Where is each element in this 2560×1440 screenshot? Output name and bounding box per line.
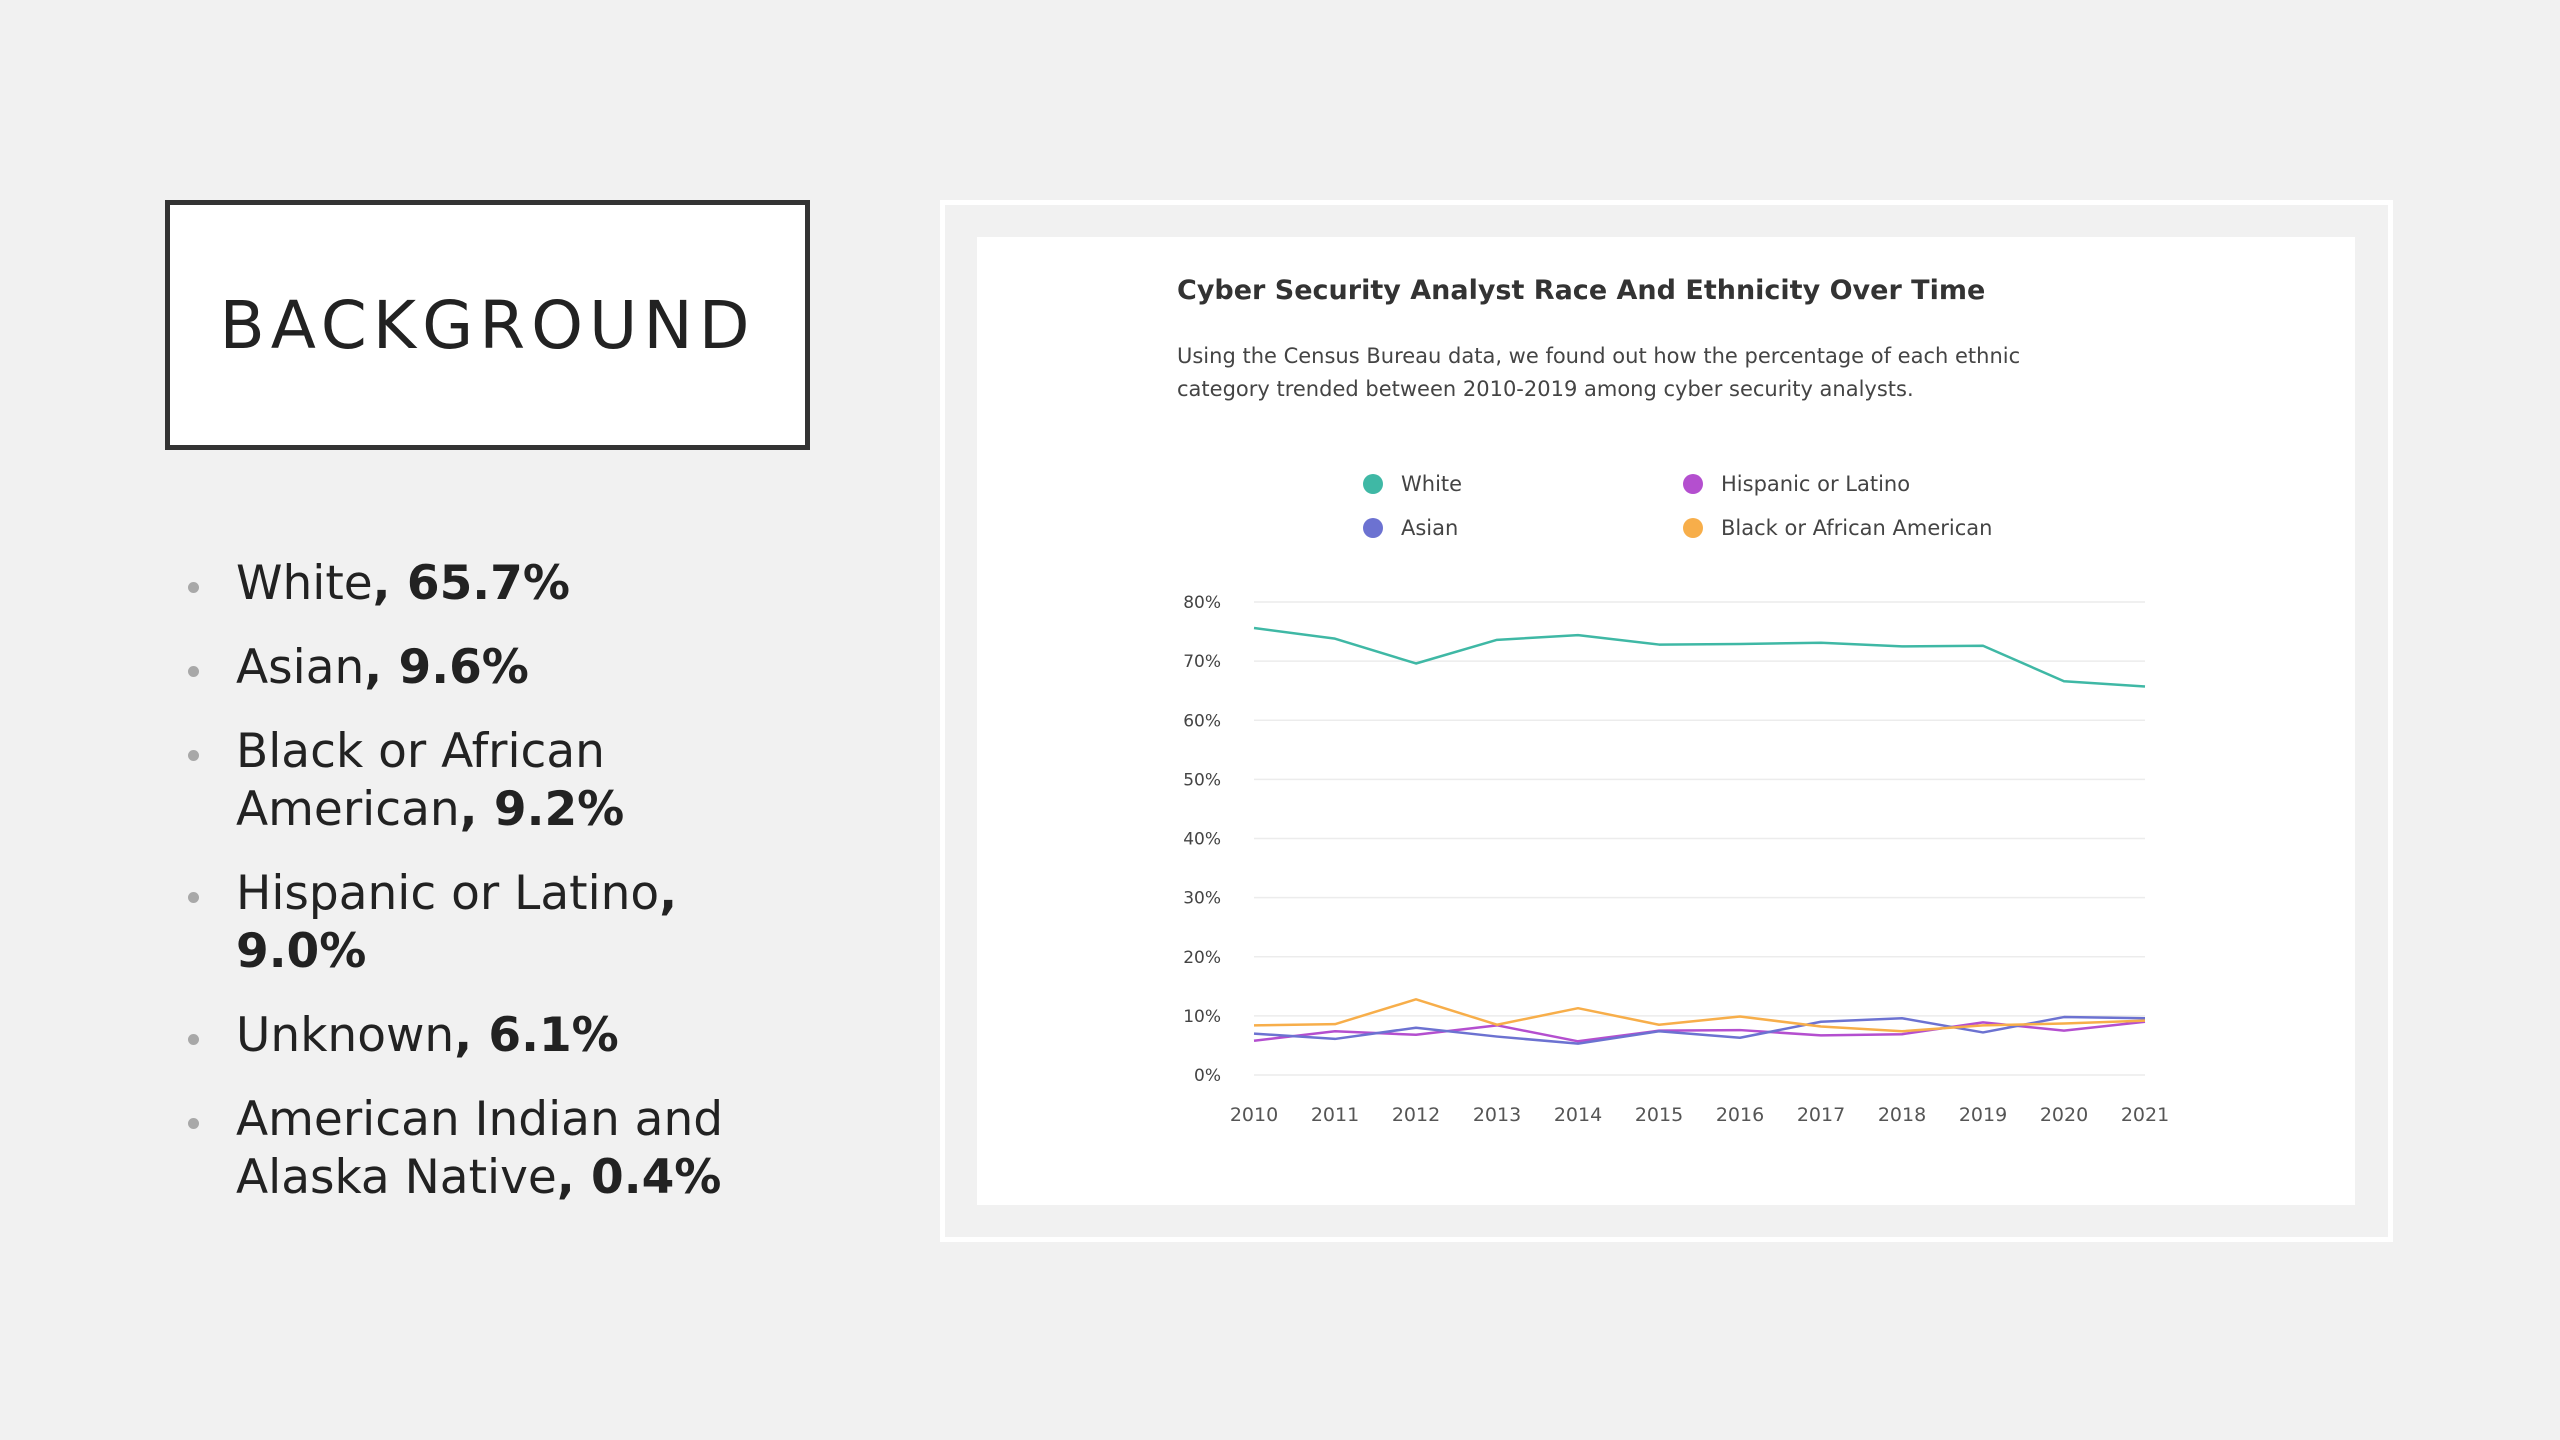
legend-label-hispanic: Hispanic or Latino	[1721, 472, 1911, 496]
series-line-hispanic-or-latino	[1253, 1020, 2146, 1043]
bullet-value: , 9.2%	[459, 782, 625, 837]
series-line-asian	[1253, 1015, 2146, 1045]
y-tick-label: 50%	[1183, 770, 1221, 790]
x-tick-label: 2019	[1959, 1104, 2007, 1126]
y-tick-label: 70%	[1183, 652, 1221, 672]
y-tick-label: 0%	[1194, 1066, 1221, 1086]
series-line-black-or-african-american	[1253, 998, 2146, 1033]
bullet-value: , 9.6%	[364, 640, 529, 695]
slide-title-box: BACKGROUND	[165, 200, 810, 450]
y-tick-label: 30%	[1183, 889, 1221, 909]
y-tick-label: 20%	[1183, 948, 1221, 968]
bullet-item: White, 65.7%	[180, 555, 820, 613]
bullet-label: Unknown	[236, 1008, 455, 1063]
x-tick-label: 2020	[2040, 1104, 2088, 1126]
bullet-label: Asian	[236, 640, 365, 695]
bullet-label: White	[236, 556, 373, 611]
legend-label-asian: Asian	[1401, 516, 1459, 540]
x-tick-label: 2017	[1797, 1104, 1845, 1126]
legend-label-white: White	[1401, 472, 1463, 496]
x-tick-label: 2013	[1473, 1104, 1521, 1126]
bullet-label: Hispanic or Latino	[236, 866, 660, 921]
x-tick-label: 2015	[1635, 1104, 1683, 1126]
y-tick-label: 60%	[1183, 711, 1221, 731]
bullet-label: American Indian and Alaska Native	[236, 1092, 724, 1205]
x-tick-label: 2021	[2121, 1104, 2169, 1126]
legend-dot-black	[1683, 518, 1703, 538]
y-tick-label: 40%	[1183, 830, 1221, 850]
x-tick-label: 2012	[1392, 1104, 1440, 1126]
x-tick-label: 2018	[1878, 1104, 1926, 1126]
bullet-item: Unknown, 6.1%	[180, 1007, 820, 1065]
series-line-white	[1253, 626, 2146, 688]
bullet-value: , 65.7%	[372, 556, 570, 611]
legend-dot-asian	[1363, 518, 1383, 538]
bullet-list: White, 65.7% Asian, 9.6% Black or Africa…	[180, 555, 820, 1233]
bullet-item: Asian, 9.6%	[180, 639, 820, 697]
legend-dot-hispanic	[1683, 474, 1703, 494]
bullet-value: , 9.0%	[236, 866, 678, 979]
bullet-value: , 6.1%	[454, 1008, 619, 1063]
legend-label-black: Black or African American	[1721, 516, 1993, 540]
legend-item-black: Black or African American	[1683, 516, 1992, 540]
legend-item-hispanic: Hispanic or Latino	[1683, 472, 1910, 496]
bullet-item: Black or African American, 9.2%	[180, 723, 820, 839]
y-tick-label: 80%	[1183, 593, 1221, 613]
bullet-value: , 0.4%	[556, 1150, 722, 1205]
chart-title: Cyber Security Analyst Race And Ethnicit…	[1177, 275, 1986, 306]
chart-subtitle: Using the Census Bureau data, we found o…	[1177, 344, 2021, 401]
x-tick-label: 2014	[1554, 1104, 1602, 1126]
slide-title: BACKGROUND	[219, 286, 756, 364]
legend-item-asian: Asian	[1363, 516, 1458, 540]
x-tick-label: 2011	[1311, 1104, 1359, 1126]
x-tick-label: 2016	[1716, 1104, 1764, 1126]
legend-item-white: White	[1363, 472, 1462, 496]
bullet-label: Black or African American	[236, 724, 605, 837]
bullet-item: Hispanic or Latino, 9.0%	[180, 865, 820, 981]
x-tick-label: 2010	[1230, 1104, 1278, 1126]
bullet-item: American Indian and Alaska Native, 0.4%	[180, 1091, 820, 1207]
y-tick-label: 10%	[1183, 1007, 1221, 1027]
legend-dot-white	[1363, 474, 1383, 494]
